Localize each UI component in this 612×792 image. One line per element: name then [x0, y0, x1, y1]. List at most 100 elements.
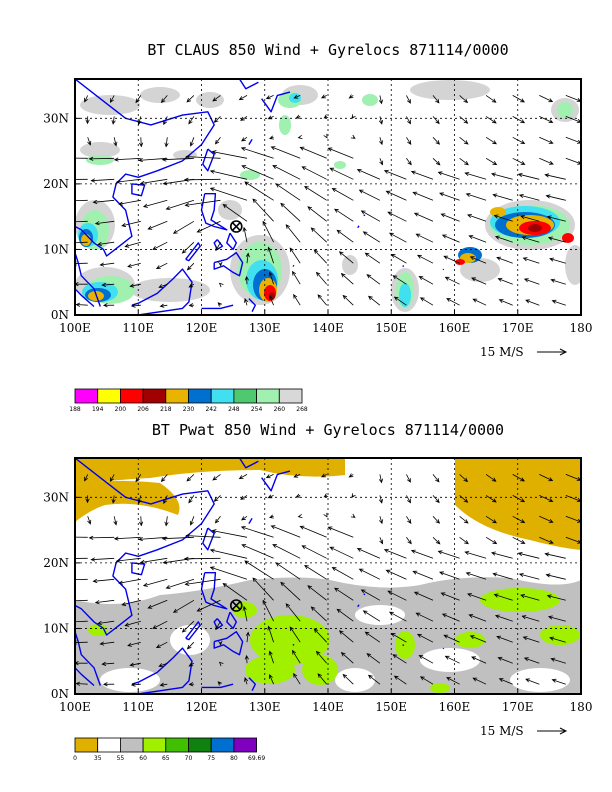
wind-arrow [265, 474, 274, 479]
wind-arrow [329, 167, 354, 180]
wind-arrow [139, 178, 168, 186]
wind-arrow [323, 114, 329, 119]
wind-arrow [459, 157, 469, 166]
wind-arrow [102, 682, 115, 687]
x-tick-label: 160E [439, 321, 471, 335]
wind-arrow [188, 283, 195, 288]
wind-arrow [545, 194, 566, 201]
wind-arrow [238, 474, 248, 480]
wind-arrow [310, 606, 327, 622]
colorbar-label: 70 [185, 755, 193, 762]
x-tick-label: 140E [312, 321, 344, 335]
coastline-segment [213, 239, 224, 251]
wind-arrow [323, 133, 328, 139]
wind-arrow [113, 137, 118, 147]
colorbar-swatch [97, 737, 121, 753]
wind-arrow [186, 262, 195, 271]
x-tick-label: 180 [570, 700, 593, 714]
wind-arrow [265, 95, 274, 100]
wind-arrow [113, 157, 141, 162]
wind-arrow [378, 495, 383, 504]
wind-arrow [413, 212, 434, 222]
wind-arrow [183, 177, 221, 182]
wind-arrow [269, 135, 274, 140]
wind-arrow [358, 189, 381, 201]
wind-arrow [459, 536, 469, 545]
wind-arrow [244, 677, 249, 685]
x-tick-label: 120E [186, 321, 218, 335]
colorbar-swatch [165, 388, 189, 404]
colorbar-label: 0 [73, 755, 77, 762]
wind-arrow [242, 605, 248, 622]
colorbar-label: 254 [251, 406, 263, 413]
wind-arrow [379, 516, 383, 525]
wind-arrow [164, 137, 169, 148]
wind-arrow [406, 158, 412, 166]
wind-arrow [285, 603, 301, 622]
wind-arrow [494, 235, 513, 243]
wind-arrow [367, 295, 381, 306]
wind-arrow [185, 533, 221, 538]
wind-arrow [446, 298, 460, 306]
coastline-segment [131, 268, 193, 315]
wind-arrow [268, 650, 274, 664]
vector-key-arrow [537, 348, 568, 356]
colorbar-swatch [74, 388, 99, 404]
coastline-segment [442, 268, 445, 271]
wind-arrow [270, 146, 301, 159]
wind-arrow [252, 198, 274, 222]
wind-arrow [413, 591, 434, 601]
colorbar-label: 65 [162, 755, 170, 762]
wind-arrow [378, 95, 383, 105]
wind-arrow [388, 232, 407, 243]
wind-arrow [75, 282, 88, 287]
wind-arrow [378, 474, 383, 484]
wind-arrow [240, 526, 274, 538]
wind-arrow [158, 662, 168, 668]
wind-arrow [464, 551, 487, 559]
wind-arrow [331, 188, 354, 201]
storm-center-marker [229, 599, 243, 612]
wind-arrow [285, 224, 301, 243]
wind-arrow [189, 516, 195, 526]
coastline-segment [261, 91, 291, 113]
colorbar-swatch [142, 737, 167, 753]
wind-arrow [270, 525, 301, 538]
wind-arrow [406, 537, 412, 545]
wind-arrow [102, 303, 115, 308]
wind-arrow [497, 656, 513, 664]
wind-arrow [432, 158, 441, 166]
wind-arrow [459, 116, 469, 124]
coastline-segment [201, 304, 234, 310]
wind-arrow [356, 169, 381, 180]
wind-arrow [334, 208, 354, 222]
wind-arrow [512, 116, 526, 124]
coastline [75, 79, 475, 315]
colorbar-swatch [188, 388, 212, 404]
coastline-segment [248, 138, 253, 145]
coastline-segment [185, 242, 201, 262]
wind-arrow [512, 157, 526, 165]
coastline-segment [357, 225, 360, 229]
wind-arrow [94, 599, 115, 605]
wind-arrow [111, 495, 116, 504]
wind-arrow [444, 655, 460, 664]
wind-arrow [364, 631, 381, 643]
wind-arrow [240, 116, 248, 121]
y-tick-label: 0N [51, 308, 69, 322]
wind-arrow [351, 114, 356, 120]
wind-arrow [459, 95, 469, 104]
wind-arrow [209, 566, 248, 580]
wind-arrow [97, 241, 115, 247]
x-tick-label: 170E [502, 700, 534, 714]
colorbar-swatch [165, 737, 189, 753]
wind-arrow [517, 552, 540, 559]
vector-key-arrow [537, 727, 568, 735]
wind-arrow [188, 662, 195, 667]
wind-arrow [512, 474, 525, 482]
wind-arrow [130, 682, 141, 687]
wind-arrow [485, 116, 497, 124]
wind-arrow [172, 599, 195, 613]
wind-arrow [275, 183, 301, 201]
